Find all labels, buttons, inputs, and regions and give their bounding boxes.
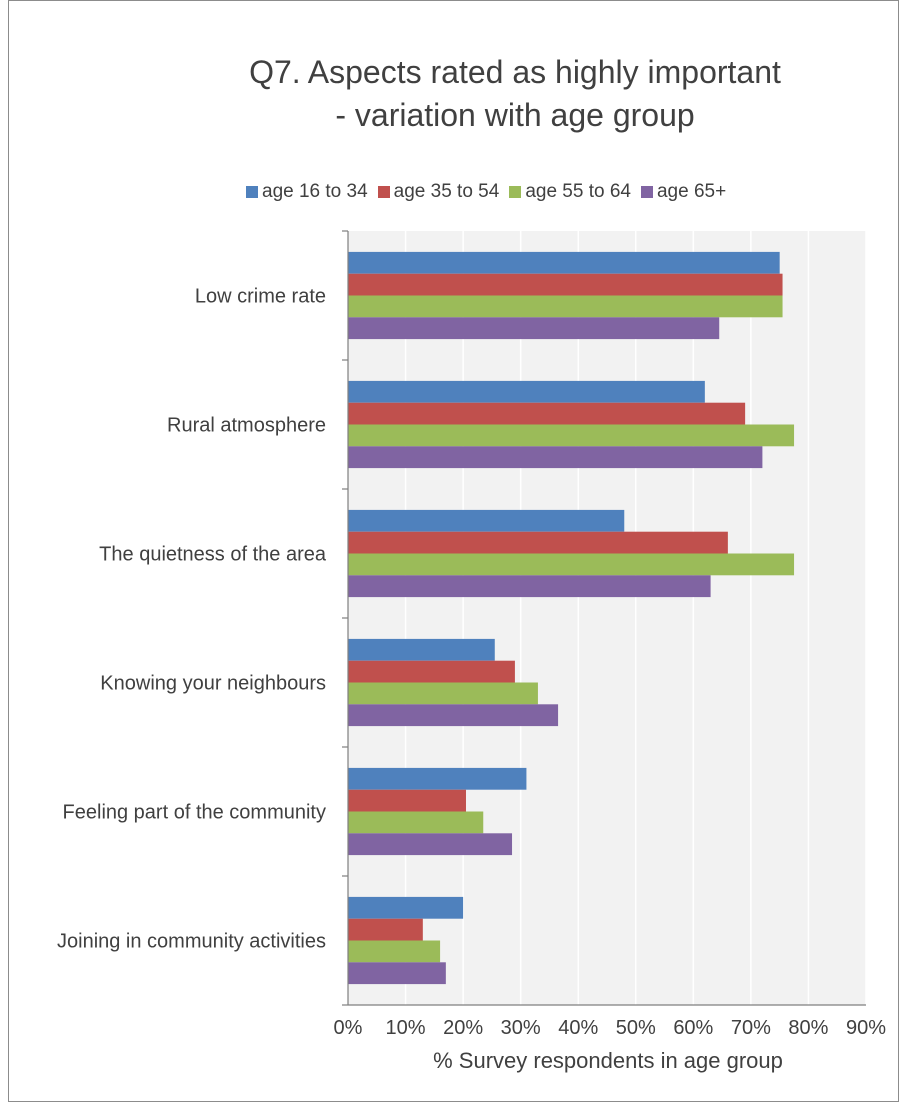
x-tick-label: 80% [788, 1017, 828, 1039]
x-tick-label: 20% [443, 1017, 483, 1039]
x-tick-label: 0% [334, 1017, 363, 1039]
bar [348, 704, 559, 727]
legend-swatch [377, 186, 390, 198]
chart-title-line-1: Q7. Aspects rated as highly important [249, 54, 781, 90]
bar [348, 682, 538, 705]
bar [348, 767, 527, 790]
y-category-label: Rural atmosphere [167, 415, 326, 437]
bar [348, 962, 446, 985]
bar [348, 940, 441, 963]
bar [348, 509, 625, 532]
x-axis-title: % Survey respondents in age group [433, 1048, 783, 1073]
bar [348, 789, 466, 812]
x-tick-label: 70% [731, 1017, 771, 1039]
bar [348, 833, 513, 856]
bar [348, 531, 728, 554]
bar [348, 380, 705, 403]
bar [348, 638, 495, 661]
x-tick-label: 30% [501, 1017, 541, 1039]
chart-title-line-2: - variation with age group [335, 97, 695, 133]
x-tick-label: 50% [616, 1017, 656, 1039]
y-category-label: The quietness of the area [99, 544, 327, 566]
legend-swatch [246, 186, 258, 198]
y-category-label: Knowing your neighbours [100, 673, 326, 695]
legend-label: age 16 to 34 [262, 181, 368, 202]
bar [348, 402, 746, 425]
bar [348, 295, 783, 318]
legend-item-age-35-to-54: age 35 to 54 [377, 181, 500, 203]
bar [348, 424, 795, 447]
bar [348, 317, 720, 340]
bar [348, 575, 711, 598]
bar [348, 273, 783, 296]
plot-background [348, 231, 866, 1005]
x-tick-label: 40% [558, 1017, 598, 1039]
legend-label: age 35 to 54 [393, 181, 500, 202]
legend-label: age 55 to 64 [525, 181, 631, 202]
legend-label: age 65+ [656, 181, 727, 202]
bar [348, 811, 484, 834]
bar [348, 896, 464, 919]
legend-swatch [509, 186, 522, 198]
bar [348, 660, 515, 683]
bar [348, 553, 795, 576]
legend-swatch [640, 186, 653, 198]
y-category-label: Feeling part of the community [63, 802, 326, 824]
plot-area: 0% 10% 20% 30% 40% 50% 60% 70% 80% 90% Low crime r… [57, 230, 886, 1039]
legend-item-age-65-plus: age 65+ [640, 181, 727, 203]
y-category-label: Low crime rate [195, 286, 326, 308]
bar [348, 446, 763, 469]
bar [348, 251, 780, 274]
x-tick-label: 90% [846, 1017, 886, 1039]
y-category-label: Joining in community activities [57, 931, 326, 953]
legend-item-age-16-to-34: age 16 to 34 [246, 181, 368, 203]
bar [348, 918, 423, 941]
x-tick-label: 10% [386, 1017, 426, 1039]
legend-item-age-55-to-64: age 55 to 64 [509, 181, 631, 203]
x-tick-label: 60% [673, 1017, 713, 1039]
chart-legend: age 16 to 34 age 35 to 54 age 55 to 64 a… [246, 178, 736, 206]
